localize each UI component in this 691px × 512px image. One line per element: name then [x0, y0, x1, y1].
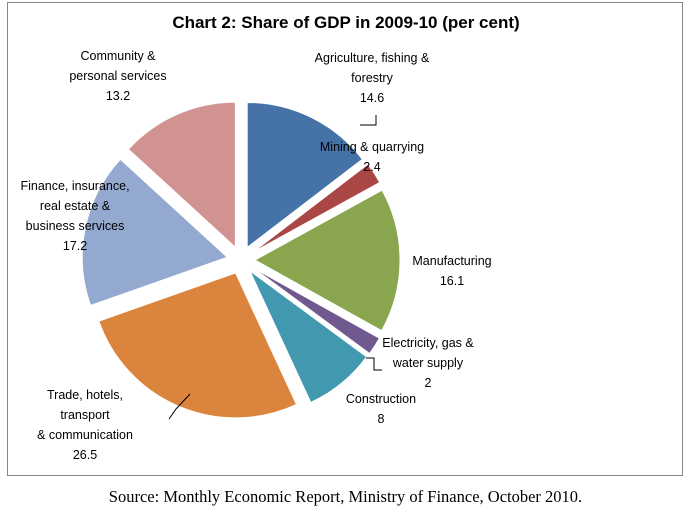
leader-line-trade-hotels [168, 393, 191, 420]
slice-label-mining-quarrying: Mining & quarrying 2.4 [320, 140, 424, 174]
slice-label-construction: Construction 8 [346, 392, 416, 426]
pie-slice-electricity-gas [252, 267, 381, 355]
source-note: Source: Monthly Economic Report, Ministr… [108, 487, 583, 506]
leader-line-agriculture-fishing [360, 115, 377, 126]
chart-frame: Chart 2: Share of GDP in 2009-10 (per ce… [7, 2, 683, 476]
leader-line-electricity-gas [366, 357, 382, 371]
pie-slice-agriculture-fishing [246, 101, 364, 249]
pie-slice-community [127, 101, 236, 249]
pie-chart: Agriculture, fishing & forestry 14.6 Mining… [20, 49, 491, 462]
slice-label-community: Community & personal services 13.2 [69, 49, 166, 103]
pie-slice-manufacturing [253, 189, 401, 332]
slice-label-trade-hotels: Trade, hotels, transport & communication 26… [37, 388, 133, 462]
slice-label-agriculture-fishing: Agriculture, fishing & forestry 14.6 [315, 51, 430, 105]
pie-slice-construction [249, 270, 368, 404]
slice-label-manufacturing: Manufacturing 16.1 [412, 254, 491, 288]
slice-label-finance-insurance: Finance, insurance, real estate & business… [20, 179, 129, 253]
pie-slice-finance-insurance [81, 158, 229, 307]
pie-slice-trade-hotels [98, 272, 298, 419]
pie-slice-mining-quarrying [252, 163, 381, 253]
chart-title: Chart 2: Share of GDP in 2009-10 (per ce… [172, 13, 520, 32]
slice-label-electricity-gas: Electricity, gas & water supply 2 [382, 336, 474, 390]
